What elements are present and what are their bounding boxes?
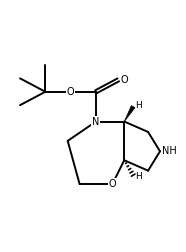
Text: NH: NH (162, 146, 177, 156)
Text: O: O (67, 87, 74, 97)
Text: H: H (135, 172, 142, 180)
Text: O: O (121, 75, 128, 85)
Text: O: O (109, 179, 116, 189)
Polygon shape (124, 106, 135, 121)
Text: N: N (92, 116, 99, 127)
Text: H: H (135, 101, 142, 110)
